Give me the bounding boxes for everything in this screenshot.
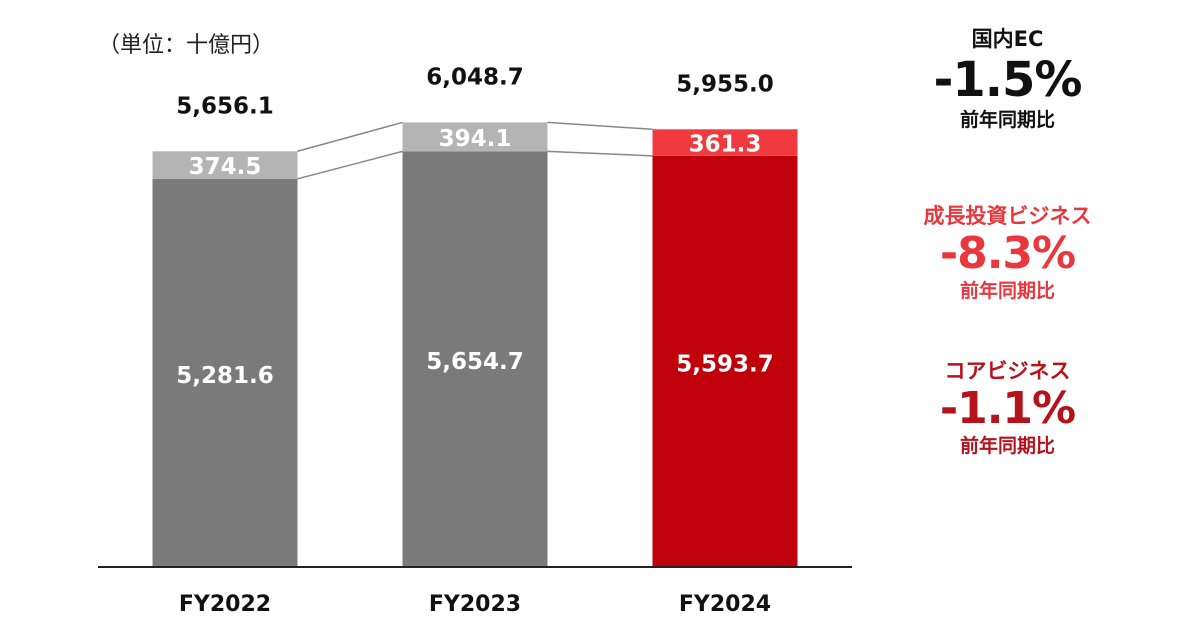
x-tick-label: FY2022 (179, 592, 271, 617)
kpi-core-business: コアビジネス -1.1% 前年同期比 (880, 358, 1135, 458)
kpi-core-business-label: コアビジネス (944, 359, 1071, 383)
connector-line-total (297, 121, 403, 152)
connector-line-segment (297, 150, 403, 180)
bar-top-segment (152, 151, 298, 179)
bar-bottom-value-label: 5,654.7 (426, 349, 524, 375)
kpi-growth-business-label: 成長投資ビジネス (923, 204, 1092, 228)
bar-bottom-segment (152, 178, 298, 567)
kpi-domestic-ec: 国内EC -1.5% 前年同期比 (880, 26, 1135, 132)
stacked-bar-chart: （単位：十億円） 5,281.6 374.5 5,656.1 FY2022 5,654.7… (98, 33, 852, 617)
kpi-domestic-ec-sub: 前年同期比 (959, 109, 1055, 131)
kpi-growth-business-sub: 前年同期比 (959, 280, 1055, 302)
bar-bottom-value-label: 5,281.6 (176, 363, 274, 389)
kpi-core-business-value: -1.1% (939, 383, 1076, 434)
bar-top-segment (402, 122, 548, 152)
bar-total-label: 5,656.1 (176, 93, 274, 119)
bar-total-label: 5,955.0 (676, 71, 774, 97)
bar-top-value-label: 374.5 (189, 154, 262, 180)
kpi-domestic-ec-label: 国内EC (971, 27, 1044, 51)
kpi-growth-business-value: -8.3% (939, 228, 1076, 279)
x-tick-label: FY2023 (429, 592, 521, 617)
unit-label: （単位：十億円） (98, 33, 274, 58)
kpi-domestic-ec-value: -1.5% (933, 52, 1082, 108)
kpi-core-business-sub: 前年同期比 (959, 435, 1055, 457)
bar-bottom-value-label: 5,593.7 (676, 351, 774, 377)
connector-line-total (547, 121, 653, 131)
x-tick-label: FY2024 (679, 592, 771, 617)
bar-top-value-label: 361.3 (689, 132, 762, 158)
bar-top-segment (652, 129, 798, 156)
kpi-growth-business: 成長投資ビジネス -8.3% 前年同期比 (880, 203, 1135, 303)
bar-total-label: 6,048.7 (426, 64, 524, 90)
connector-line-segment (547, 150, 653, 157)
bar-bottom-segment (402, 151, 548, 567)
bar-bottom-segment (652, 155, 798, 568)
bar-top-value-label: 394.1 (439, 126, 512, 152)
